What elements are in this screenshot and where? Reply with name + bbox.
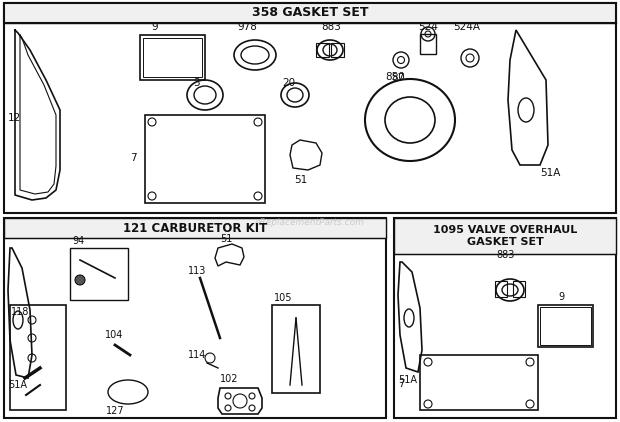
Text: 118: 118: [11, 307, 29, 317]
Bar: [394, 218, 616, 254]
Text: 104: 104: [105, 330, 123, 340]
Text: 524: 524: [418, 22, 438, 32]
Text: 94: 94: [72, 236, 84, 246]
Text: 114: 114: [188, 350, 206, 360]
Text: 102: 102: [220, 374, 239, 384]
Text: 121 CARBURETOR KIT: 121 CARBURETOR KIT: [123, 222, 267, 235]
Bar: [420, 34, 436, 54]
Text: 51: 51: [220, 234, 232, 244]
Text: 20: 20: [282, 78, 295, 88]
Text: 883: 883: [321, 22, 341, 32]
Bar: [316, 43, 329, 57]
Bar: [4, 218, 386, 418]
Bar: [331, 43, 344, 57]
Bar: [4, 3, 616, 23]
Text: eReplacementParts.com: eReplacementParts.com: [255, 218, 365, 227]
Text: 7: 7: [398, 379, 404, 389]
Bar: [420, 355, 538, 410]
Bar: [513, 281, 525, 297]
Bar: [538, 305, 593, 347]
Circle shape: [75, 275, 85, 285]
Text: 3: 3: [193, 78, 200, 88]
Text: 127: 127: [106, 406, 125, 416]
Text: 105: 105: [274, 293, 293, 303]
Bar: [394, 218, 616, 418]
Text: 7: 7: [130, 153, 136, 163]
Bar: [70, 248, 128, 300]
Text: 113: 113: [188, 266, 206, 276]
Text: 883: 883: [496, 250, 515, 260]
Text: 850: 850: [385, 72, 405, 82]
Text: 12: 12: [8, 113, 21, 123]
Bar: [495, 281, 507, 297]
Text: 9: 9: [152, 22, 158, 32]
Text: 87: 87: [391, 73, 404, 83]
Text: 51: 51: [294, 175, 308, 185]
Text: 524A: 524A: [453, 22, 480, 32]
Text: 51A: 51A: [8, 380, 27, 390]
Bar: [10, 305, 66, 410]
Text: 1095 VALVE OVERHAUL
GASKET SET: 1095 VALVE OVERHAUL GASKET SET: [433, 225, 577, 247]
Bar: [140, 35, 205, 80]
Bar: [143, 38, 202, 77]
Bar: [540, 307, 591, 345]
Text: 978: 978: [237, 22, 257, 32]
Bar: [272, 305, 320, 393]
Bar: [4, 3, 616, 213]
Text: 9: 9: [558, 292, 564, 302]
Bar: [4, 218, 386, 238]
Text: 358 GASKET SET: 358 GASKET SET: [252, 6, 368, 19]
Bar: [145, 115, 265, 203]
Text: 51A: 51A: [540, 168, 560, 178]
Text: 51A: 51A: [398, 375, 417, 385]
